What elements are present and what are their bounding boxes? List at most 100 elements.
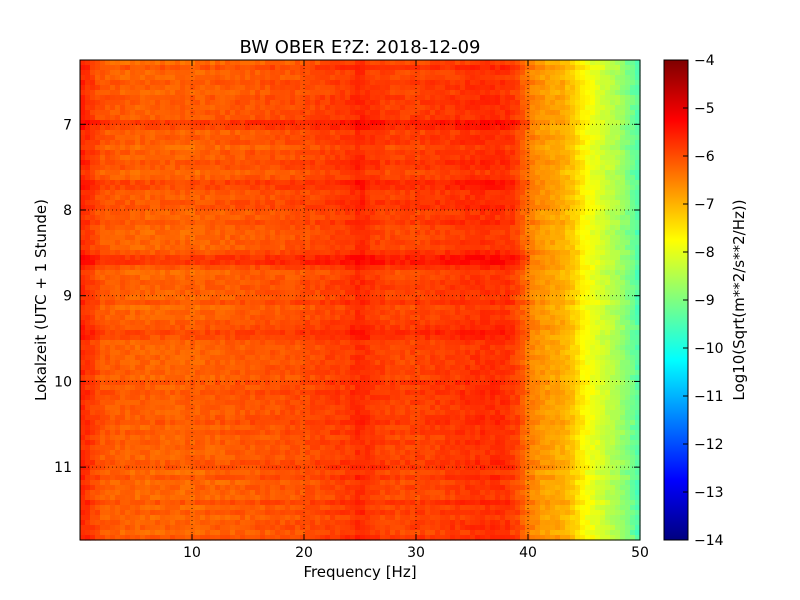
heatmap-cell xyxy=(245,145,251,151)
heatmap-cell xyxy=(445,210,451,216)
heatmap-cell xyxy=(500,220,506,226)
heatmap-cell xyxy=(560,230,566,236)
heatmap-cell xyxy=(440,265,446,271)
heatmap-cell xyxy=(535,230,541,236)
heatmap-cell xyxy=(145,125,151,131)
heatmap-cell xyxy=(540,105,546,111)
heatmap-cell xyxy=(415,250,421,256)
heatmap-cell xyxy=(560,250,566,256)
heatmap-cell xyxy=(415,255,421,261)
heatmap-cell xyxy=(630,200,636,206)
heatmap-cell xyxy=(440,205,446,211)
heatmap-cell xyxy=(195,80,201,86)
heatmap-cell xyxy=(115,95,121,101)
heatmap-cell xyxy=(260,255,266,261)
heatmap-cell xyxy=(95,160,101,166)
heatmap-cell xyxy=(420,265,426,271)
heatmap-cell xyxy=(425,60,431,66)
heatmap-cell xyxy=(85,205,91,211)
heatmap-cell xyxy=(485,220,491,226)
heatmap-cell xyxy=(585,205,591,211)
heatmap-cell xyxy=(325,160,331,166)
heatmap-cell xyxy=(245,135,251,141)
heatmap-cell xyxy=(135,150,141,156)
heatmap-cell xyxy=(235,160,241,166)
heatmap-cell xyxy=(455,145,461,151)
heatmap-cell xyxy=(115,145,121,151)
heatmap-cell xyxy=(215,155,221,161)
heatmap-cell xyxy=(90,75,96,81)
heatmap-cell xyxy=(100,70,106,76)
heatmap-cell xyxy=(225,275,231,281)
heatmap-cell xyxy=(235,110,241,116)
heatmap-cell xyxy=(430,260,436,266)
heatmap-cell xyxy=(215,80,221,86)
heatmap-cell xyxy=(410,125,416,131)
heatmap-cell xyxy=(555,225,561,231)
heatmap-cell xyxy=(380,135,386,141)
heatmap-cell xyxy=(330,75,336,81)
heatmap-cell xyxy=(120,250,126,256)
heatmap-cell xyxy=(605,185,611,191)
heatmap-cell xyxy=(235,195,241,201)
heatmap-cell xyxy=(630,185,636,191)
heatmap-cell xyxy=(615,165,621,171)
heatmap-cell xyxy=(465,220,471,226)
heatmap-cell xyxy=(470,100,476,106)
heatmap-cell xyxy=(95,225,101,231)
heatmap-cell xyxy=(115,120,121,126)
heatmap-cell xyxy=(160,265,166,271)
heatmap-cell xyxy=(105,235,111,241)
heatmap-cell xyxy=(365,220,371,226)
heatmap-cell xyxy=(390,185,396,191)
heatmap-cell xyxy=(405,155,411,161)
heatmap-cell xyxy=(445,120,451,126)
heatmap-cell xyxy=(390,130,396,136)
heatmap-cell xyxy=(440,215,446,221)
heatmap-cell xyxy=(220,145,226,151)
heatmap-cell xyxy=(90,135,96,141)
heatmap-cell xyxy=(590,185,596,191)
heatmap-cell xyxy=(615,265,621,271)
heatmap-cell xyxy=(410,235,416,241)
heatmap-cell xyxy=(575,255,581,261)
heatmap-cell xyxy=(535,65,541,71)
heatmap-cell xyxy=(505,250,511,256)
heatmap-cell xyxy=(305,175,311,181)
heatmap-cell xyxy=(615,155,621,161)
heatmap-cell xyxy=(325,135,331,141)
heatmap-cell xyxy=(390,95,396,101)
heatmap-cell xyxy=(305,150,311,156)
heatmap-cell xyxy=(120,125,126,131)
heatmap-cell xyxy=(635,255,641,261)
heatmap-cell xyxy=(420,165,426,171)
heatmap-cell xyxy=(400,280,406,286)
heatmap-cell xyxy=(170,235,176,241)
heatmap-cell xyxy=(420,270,426,276)
heatmap-cell xyxy=(580,225,586,231)
heatmap-cell xyxy=(315,200,321,206)
heatmap-cell xyxy=(180,205,186,211)
heatmap-cell xyxy=(480,200,486,206)
heatmap-cell xyxy=(270,260,276,266)
heatmap-cell xyxy=(605,100,611,106)
heatmap-cell xyxy=(375,265,381,271)
heatmap-cell xyxy=(235,205,241,211)
heatmap-cell xyxy=(580,220,586,226)
heatmap-cell xyxy=(570,115,576,121)
heatmap-cell xyxy=(635,100,641,106)
heatmap-cell xyxy=(435,240,441,246)
heatmap-cell xyxy=(245,270,251,276)
heatmap-cell xyxy=(245,85,251,91)
heatmap-cell xyxy=(500,140,506,146)
heatmap-cell xyxy=(470,95,476,101)
heatmap-cell xyxy=(435,250,441,256)
heatmap-cell xyxy=(440,180,446,186)
heatmap-cell xyxy=(315,175,321,181)
heatmap-cell xyxy=(255,265,261,271)
heatmap-cell xyxy=(385,140,391,146)
heatmap-cell xyxy=(350,180,356,186)
heatmap-cell xyxy=(250,265,256,271)
heatmap-cell xyxy=(360,95,366,101)
heatmap-cell xyxy=(305,165,311,171)
